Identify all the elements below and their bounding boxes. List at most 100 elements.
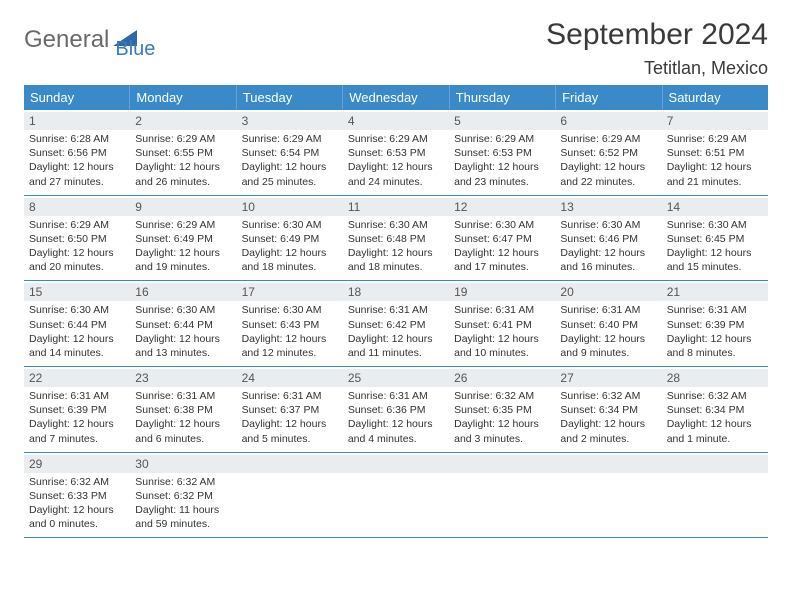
day-details: Sunrise: 6:31 AMSunset: 6:40 PMDaylight:… <box>560 303 656 360</box>
daylight-text-2: and 16 minutes. <box>560 260 656 274</box>
day-header: Friday <box>556 85 662 110</box>
sunrise-text: Sunrise: 6:31 AM <box>454 303 550 317</box>
daylight-text-2: and 5 minutes. <box>242 432 338 446</box>
daylight-text: Daylight: 12 hours <box>667 332 763 346</box>
day-details: Sunrise: 6:30 AMSunset: 6:46 PMDaylight:… <box>560 218 656 275</box>
sunrise-text: Sunrise: 6:30 AM <box>135 303 231 317</box>
sunrise-text: Sunrise: 6:32 AM <box>560 389 656 403</box>
day-number: 24 <box>237 369 343 387</box>
day-number <box>662 455 768 473</box>
sunset-text: Sunset: 6:44 PM <box>29 318 125 332</box>
daylight-text-2: and 21 minutes. <box>667 175 763 189</box>
daylight-text-2: and 4 minutes. <box>348 432 444 446</box>
daylight-text-2: and 9 minutes. <box>560 346 656 360</box>
day-cell: 24 Sunrise: 6:31 AMSunset: 6:37 PMDayligh… <box>237 367 343 452</box>
daylight-text: Daylight: 12 hours <box>242 246 338 260</box>
day-cell: 20 Sunrise: 6:31 AMSunset: 6:40 PMDayligh… <box>555 281 661 366</box>
day-header: Wednesday <box>343 85 449 110</box>
sunrise-text: Sunrise: 6:30 AM <box>454 218 550 232</box>
logo: General Blue <box>24 18 155 61</box>
daylight-text: Daylight: 12 hours <box>560 332 656 346</box>
sunrise-text: Sunrise: 6:32 AM <box>667 389 763 403</box>
day-number: 21 <box>662 283 768 301</box>
week-row: 29Sunrise: 6:32 AMSunset: 6:33 PMDayligh… <box>24 453 768 539</box>
daylight-text: Daylight: 12 hours <box>348 417 444 431</box>
daylight-text: Daylight: 12 hours <box>454 332 550 346</box>
sunrise-text: Sunrise: 6:31 AM <box>242 389 338 403</box>
location-label: Tetitlan, Mexico <box>546 58 768 79</box>
sunrise-text: Sunrise: 6:32 AM <box>454 389 550 403</box>
month-title: September 2024 <box>546 18 768 52</box>
day-number <box>237 455 343 473</box>
day-details: Sunrise: 6:31 AMSunset: 6:39 PMDaylight:… <box>667 303 763 360</box>
sunset-text: Sunset: 6:42 PM <box>348 318 444 332</box>
daylight-text-2: and 14 minutes. <box>29 346 125 360</box>
daylight-text: Daylight: 12 hours <box>242 417 338 431</box>
daylight-text-2: and 11 minutes. <box>348 346 444 360</box>
day-number: 2 <box>130 112 236 130</box>
sunrise-text: Sunrise: 6:31 AM <box>560 303 656 317</box>
sunset-text: Sunset: 6:50 PM <box>29 232 125 246</box>
day-details: Sunrise: 6:30 AMSunset: 6:44 PMDaylight:… <box>135 303 231 360</box>
sunrise-text: Sunrise: 6:31 AM <box>135 389 231 403</box>
daylight-text-2: and 2 minutes. <box>560 432 656 446</box>
sunset-text: Sunset: 6:34 PM <box>667 403 763 417</box>
sunset-text: Sunset: 6:45 PM <box>667 232 763 246</box>
day-number: 18 <box>343 283 449 301</box>
day-number: 27 <box>555 369 661 387</box>
daylight-text: Daylight: 12 hours <box>667 160 763 174</box>
sunset-text: Sunset: 6:53 PM <box>348 146 444 160</box>
day-number <box>555 455 661 473</box>
day-cell <box>555 453 661 538</box>
daylight-text: Daylight: 12 hours <box>348 160 444 174</box>
day-cell: 10Sunrise: 6:30 AMSunset: 6:49 PMDayligh… <box>237 196 343 281</box>
day-details: Sunrise: 6:31 AMSunset: 6:38 PMDaylight:… <box>135 389 231 446</box>
week-row: 8Sunrise: 6:29 AMSunset: 6:50 PMDaylight… <box>24 196 768 282</box>
day-number: 4 <box>343 112 449 130</box>
sunrise-text: Sunrise: 6:29 AM <box>135 218 231 232</box>
sunset-text: Sunset: 6:49 PM <box>135 232 231 246</box>
day-number: 25 <box>343 369 449 387</box>
daylight-text: Daylight: 12 hours <box>454 246 550 260</box>
day-cell: 11Sunrise: 6:30 AMSunset: 6:48 PMDayligh… <box>343 196 449 281</box>
calendar: Sunday Monday Tuesday Wednesday Thursday… <box>24 85 768 538</box>
daylight-text-2: and 27 minutes. <box>29 175 125 189</box>
sunrise-text: Sunrise: 6:30 AM <box>242 303 338 317</box>
day-details: Sunrise: 6:29 AMSunset: 6:52 PMDaylight:… <box>560 132 656 189</box>
day-header: Sunday <box>24 85 130 110</box>
day-details: Sunrise: 6:30 AMSunset: 6:45 PMDaylight:… <box>667 218 763 275</box>
day-cell: 3Sunrise: 6:29 AMSunset: 6:54 PMDaylight… <box>237 110 343 195</box>
daylight-text: Daylight: 12 hours <box>242 332 338 346</box>
daylight-text: Daylight: 12 hours <box>348 246 444 260</box>
logo-text-blue: Blue <box>115 38 155 61</box>
daylight-text: Daylight: 12 hours <box>135 332 231 346</box>
day-number: 5 <box>449 112 555 130</box>
sunset-text: Sunset: 6:46 PM <box>560 232 656 246</box>
daylight-text-2: and 10 minutes. <box>454 346 550 360</box>
sunrise-text: Sunrise: 6:32 AM <box>29 475 125 489</box>
day-cell: 23Sunrise: 6:31 AMSunset: 6:38 PMDayligh… <box>130 367 236 452</box>
week-row: 15Sunrise: 6:30 AMSunset: 6:44 PMDayligh… <box>24 281 768 367</box>
day-number: 9 <box>130 198 236 216</box>
daylight-text-2: and 25 minutes. <box>242 175 338 189</box>
daylight-text-2: and 22 minutes. <box>560 175 656 189</box>
day-number: 22 <box>24 369 130 387</box>
daylight-text: Daylight: 12 hours <box>454 417 550 431</box>
day-cell: 2Sunrise: 6:29 AMSunset: 6:55 PMDaylight… <box>130 110 236 195</box>
day-number: 1 <box>24 112 130 130</box>
sunset-text: Sunset: 6:37 PM <box>242 403 338 417</box>
day-number: 17 <box>237 283 343 301</box>
day-number: 14 <box>662 198 768 216</box>
day-number: 26 <box>449 369 555 387</box>
day-cell: 27Sunrise: 6:32 AMSunset: 6:34 PMDayligh… <box>555 367 661 452</box>
day-number: 20 <box>555 283 661 301</box>
day-cell <box>343 453 449 538</box>
day-header: Tuesday <box>237 85 343 110</box>
day-cell: 19Sunrise: 6:31 AMSunset: 6:41 PMDayligh… <box>449 281 555 366</box>
daylight-text: Daylight: 12 hours <box>560 160 656 174</box>
day-number: 15 <box>24 283 130 301</box>
day-cell: 16Sunrise: 6:30 AMSunset: 6:44 PMDayligh… <box>130 281 236 366</box>
day-details: Sunrise: 6:29 AMSunset: 6:53 PMDaylight:… <box>348 132 444 189</box>
sunrise-text: Sunrise: 6:29 AM <box>454 132 550 146</box>
day-number: 19 <box>449 283 555 301</box>
